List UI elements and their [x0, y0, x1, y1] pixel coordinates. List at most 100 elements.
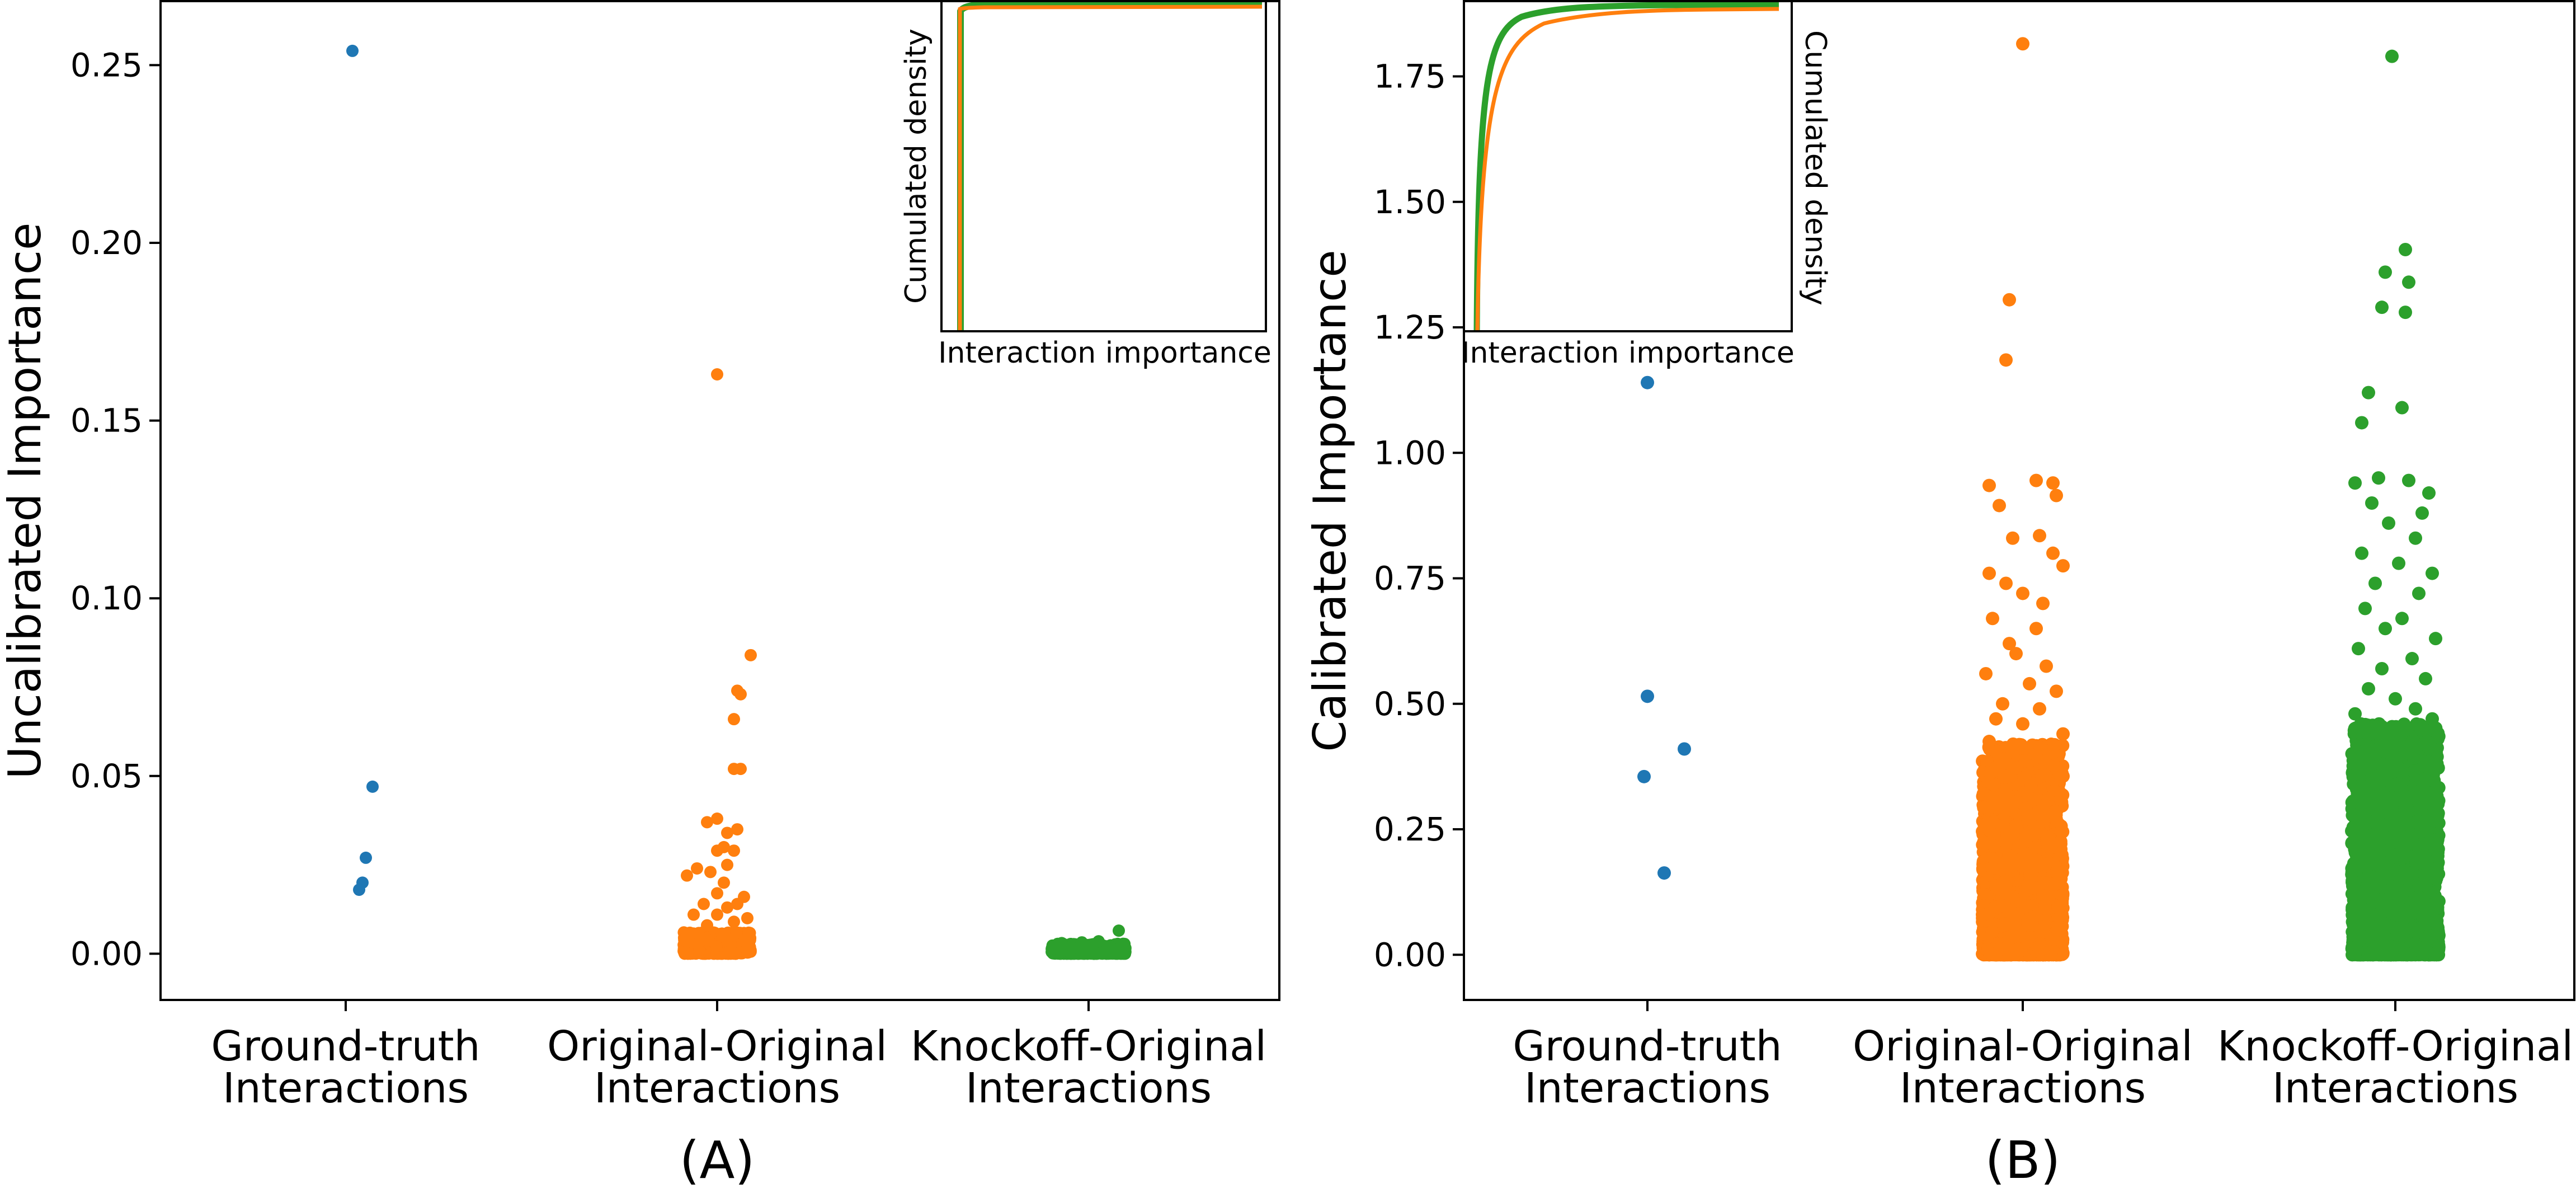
- data-point-original-original: [2048, 738, 2062, 752]
- data-point-original-original: [728, 844, 740, 857]
- y-tick-label: 0.15: [70, 402, 143, 440]
- data-point-original-original: [701, 919, 713, 932]
- data-point-original-original: [728, 713, 740, 726]
- y-tick-label: 0.10: [70, 579, 143, 617]
- data-point-original-original: [2028, 840, 2042, 854]
- data-point-original-original: [2018, 754, 2032, 768]
- y-tick-label: 0.00: [70, 934, 143, 973]
- data-point-original-original: [2003, 293, 2016, 307]
- data-point-knockoff-original: [1113, 924, 1125, 937]
- data-point-ground-truth: [1641, 375, 1654, 389]
- data-point-original-original: [721, 901, 733, 914]
- data-point-original-original: [2050, 865, 2064, 879]
- data-point-original-original: [687, 908, 700, 921]
- data-point-original-original: [2016, 37, 2029, 51]
- data-point-original-original: [1982, 478, 1996, 492]
- data-point-original-original: [2006, 890, 2020, 904]
- data-point-original-original: [2021, 918, 2035, 932]
- data-point-original-original: [2050, 489, 2063, 502]
- data-point-knockoff-original: [1114, 947, 1127, 960]
- data-point-original-original: [1987, 816, 2001, 830]
- data-point-original-original: [681, 947, 694, 960]
- data-point-original-original: [728, 915, 740, 928]
- data-point-original-original: [741, 912, 754, 924]
- data-point-original-original: [721, 826, 733, 839]
- y-tick-label: 0.25: [70, 46, 143, 84]
- data-point-original-original: [721, 858, 733, 871]
- data-point-original-original: [2056, 727, 2070, 741]
- data-point-original-original: [2009, 738, 2023, 752]
- data-point-original-original: [1989, 712, 2003, 726]
- data-point-original-original: [1999, 917, 2013, 931]
- data-point-ground-truth: [1657, 866, 1671, 880]
- data-point-original-original: [2047, 759, 2061, 773]
- inset-a-x-axis-label: Interaction importance: [938, 336, 1271, 370]
- data-point-original-original: [2024, 809, 2038, 823]
- data-point-original-original: [2016, 717, 2029, 731]
- data-point-original-original: [1985, 861, 1999, 875]
- data-point-original-original: [2004, 832, 2018, 846]
- data-point-ground-truth: [353, 884, 365, 896]
- data-point-original-original: [2036, 596, 2050, 610]
- data-point-original-original: [2046, 546, 2060, 560]
- category-label-original-original-line2: Interactions: [594, 1064, 840, 1112]
- data-point-original-original: [734, 763, 747, 776]
- panel-b: 0.000.250.500.751.001.251.501.75 Ground-…: [1304, 0, 2575, 1190]
- data-point-original-original: [2048, 805, 2062, 819]
- data-point-ground-truth: [1637, 769, 1651, 783]
- data-point-original-original: [1999, 874, 2013, 888]
- data-point-original-original: [691, 862, 703, 875]
- data-point-original-original: [1982, 907, 1996, 921]
- data-point-original-original: [2054, 834, 2068, 848]
- panel-a-inset: Interaction importance Cumulated density: [900, 0, 1271, 370]
- data-point-original-original: [1993, 499, 2006, 513]
- data-point-original-original: [698, 898, 710, 910]
- data-point-original-original: [1996, 697, 2009, 711]
- data-point-original-original: [711, 908, 723, 921]
- data-point-original-original: [2033, 702, 2046, 716]
- data-point-original-original: [2009, 647, 2023, 661]
- data-point-original-original: [1992, 798, 2006, 812]
- data-point-knockoff-original: [1056, 937, 1068, 950]
- data-point-original-original: [2050, 684, 2063, 698]
- data-point-original-original: [2042, 891, 2056, 905]
- data-point-original-original: [2009, 795, 2023, 809]
- data-point-original-original: [1986, 612, 1999, 626]
- panel-a: 0.00 0.05 0.10 0.15 0.20 0.25 Ground-truth In…: [0, 0, 1280, 1190]
- category-label-knockoff-original-line2: Interactions: [966, 1064, 1212, 1112]
- data-point-ground-truth: [1678, 742, 1691, 756]
- category-label-ground-truth-line2: Interactions: [223, 1064, 469, 1112]
- y-tick-label: 0.05: [70, 757, 143, 795]
- panel-a-category-labels: Ground-truth Interactions Original-Origi…: [211, 1022, 1266, 1112]
- data-point-original-original: [734, 688, 747, 701]
- data-point-original-original: [2033, 529, 2046, 543]
- category-label-ground-truth-line1: Ground-truth: [211, 1022, 480, 1070]
- data-point-original-original: [1985, 925, 1999, 939]
- data-point-original-original: [2024, 870, 2038, 884]
- panel-a-label: (A): [680, 1130, 755, 1190]
- panel-a-inset-frame: [940, 0, 1267, 332]
- data-point-original-original: [711, 812, 723, 825]
- panel-a-yticks: 0.00 0.05 0.10 0.15 0.20 0.25: [70, 46, 161, 973]
- data-point-ground-truth: [346, 44, 359, 57]
- data-point-original-original: [2029, 473, 2043, 487]
- y-tick-label: 0.20: [70, 224, 143, 262]
- data-point-original-original: [2006, 531, 2019, 545]
- category-label-knockoff-original-line1: Knockoff-Original: [911, 1022, 1266, 1070]
- data-point-knockoff-original: [1092, 935, 1105, 948]
- data-point-original-original: [730, 926, 743, 939]
- data-point-ground-truth: [366, 780, 379, 793]
- data-point-original-original: [2002, 849, 2015, 863]
- inset-a-line-original-original: [958, 4, 1263, 330]
- data-point-original-original: [1982, 735, 1996, 749]
- data-point-original-original: [744, 945, 757, 958]
- data-point-original-original: [2040, 659, 2053, 673]
- data-point-original-original: [731, 898, 743, 910]
- data-point-original-original: [2011, 907, 2025, 921]
- data-point-original-original: [718, 876, 730, 889]
- data-point-ground-truth: [360, 851, 372, 864]
- data-point-original-original: [704, 866, 717, 879]
- panel-a-inset-background: [941, 1, 1266, 331]
- panel-a-axes-frame: [159, 0, 1280, 1001]
